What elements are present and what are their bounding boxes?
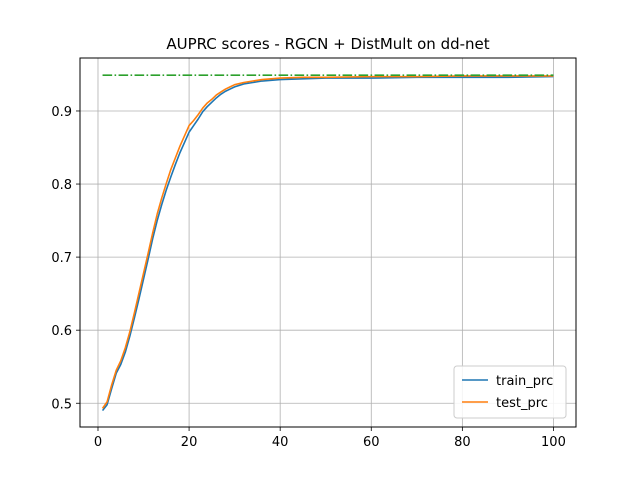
legend-box	[453, 365, 567, 419]
y-tick-label: 0.5	[51, 397, 72, 412]
x-tick-label: 20	[181, 435, 198, 450]
y-tick-label: 0.7	[51, 251, 72, 266]
legend-label-train-prc: train_prc	[496, 374, 553, 389]
chart-title: AUPRC scores - RGCN + DistMult on dd-net	[166, 35, 489, 53]
y-tick-label: 0.9	[51, 105, 72, 120]
plot-frame	[79, 57, 577, 428]
legend: train_prc test_prc	[453, 365, 567, 419]
legend-label-test-prc: test_prc	[496, 396, 548, 411]
grid	[80, 58, 576, 427]
series-line-test-prc	[101, 75, 554, 409]
x-tick-label: 80	[454, 435, 471, 450]
y-tick-label: 0.8	[51, 178, 72, 193]
series-line-train-prc	[101, 75, 554, 412]
x-tick-label: 60	[363, 435, 380, 450]
x-tick-label: 0	[94, 435, 102, 450]
axis-ticks: 0 20 40 60 80 100 0.5 0.6 0.7 0.8 0.9	[51, 105, 566, 450]
y-tick-label: 0.6	[51, 324, 72, 339]
x-tick-label: 40	[272, 435, 289, 450]
series-lines	[101, 74, 554, 412]
x-tick-label: 100	[541, 435, 566, 450]
